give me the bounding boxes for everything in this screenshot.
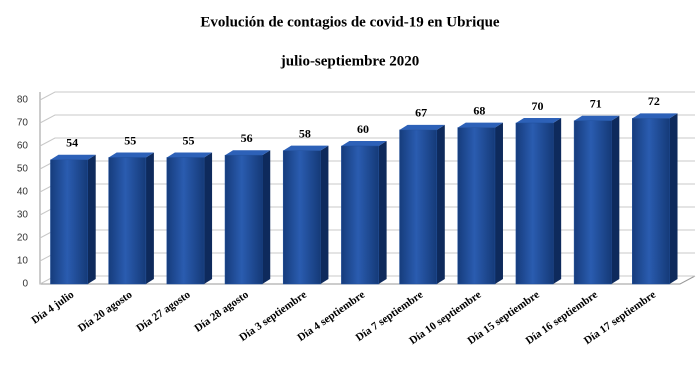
bar (457, 127, 496, 285)
bar-top (166, 152, 213, 158)
bar (341, 145, 379, 285)
value-label: 55 (182, 133, 194, 147)
bar-top (341, 141, 387, 146)
bar-side (87, 154, 96, 284)
bar-side (494, 122, 503, 284)
grid-line (39, 91, 695, 101)
y-tick-label: 40 (17, 187, 29, 198)
bar (515, 122, 554, 285)
bar-top (515, 118, 562, 123)
value-label: 68 (473, 103, 485, 117)
value-label: 60 (357, 122, 369, 136)
bar-side (611, 115, 620, 284)
bar (166, 157, 205, 285)
value-label: 70 (532, 99, 544, 113)
x-tick-label: Día 20 agosto (76, 288, 135, 334)
y-tick-label: 70 (17, 118, 29, 129)
bar (50, 159, 88, 285)
y-tick-label: 0 (22, 279, 28, 290)
value-label: 67 (415, 106, 427, 120)
bar (399, 129, 438, 285)
bar-side (262, 150, 271, 284)
chart-title: Evolución de contagios de covid-19 en Ub… (200, 14, 500, 30)
bar-side (436, 124, 445, 284)
bar-side (320, 145, 329, 284)
value-label: 54 (66, 136, 78, 150)
x-tick-label: Día 27 agosto (134, 288, 193, 334)
value-label: 71 (590, 96, 602, 110)
bar-side (669, 113, 678, 285)
bar-top (457, 122, 503, 128)
bar (573, 120, 612, 285)
x-tick-label: Día 28 agosto (192, 288, 251, 334)
bar (108, 157, 147, 285)
bar-top (283, 145, 329, 151)
bar (632, 118, 670, 285)
bar-top (50, 154, 96, 160)
value-label: 58 (299, 126, 311, 140)
bar-side (204, 152, 213, 284)
y-tick-label: 50 (17, 164, 29, 175)
x-tick-label: Día 4 julio (29, 288, 76, 326)
y-tick-label: 30 (17, 210, 29, 221)
bar-side (378, 141, 387, 284)
bar-top (108, 152, 154, 158)
value-label: 55 (124, 133, 136, 147)
bar-side (145, 152, 154, 284)
bar-top (225, 150, 271, 156)
y-tick-label: 60 (17, 141, 29, 152)
bar-side (553, 118, 562, 284)
value-label: 56 (241, 131, 253, 145)
y-tick-label: 20 (17, 233, 29, 244)
bar (224, 154, 263, 285)
bar-top (632, 113, 678, 119)
value-label: 72 (648, 94, 660, 108)
chart-subtitle: julio-septiembre 2020 (280, 53, 419, 69)
y-tick-label: 10 (17, 256, 29, 267)
y-tick-label: 80 (17, 95, 29, 106)
bar (282, 150, 321, 285)
bar-top (574, 115, 620, 121)
grid-line (39, 114, 695, 124)
bar-top (399, 124, 445, 130)
